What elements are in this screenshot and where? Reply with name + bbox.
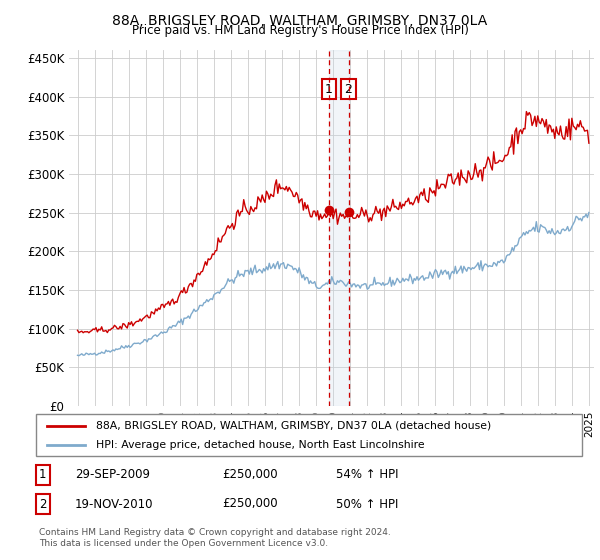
Text: 88A, BRIGSLEY ROAD, WALTHAM, GRIMSBY, DN37 0LA (detached house): 88A, BRIGSLEY ROAD, WALTHAM, GRIMSBY, DN… — [96, 421, 491, 431]
Text: 54% ↑ HPI: 54% ↑ HPI — [336, 468, 398, 482]
Text: 1: 1 — [39, 468, 47, 482]
Text: £250,000: £250,000 — [222, 468, 278, 482]
Text: 2: 2 — [39, 497, 47, 511]
Text: HPI: Average price, detached house, North East Lincolnshire: HPI: Average price, detached house, Nort… — [96, 440, 425, 450]
Text: 29-SEP-2009: 29-SEP-2009 — [75, 468, 150, 482]
Bar — [329, 50, 349, 406]
Text: 19-NOV-2010: 19-NOV-2010 — [75, 497, 154, 511]
FancyBboxPatch shape — [36, 414, 582, 456]
Text: Price paid vs. HM Land Registry's House Price Index (HPI): Price paid vs. HM Land Registry's House … — [131, 24, 469, 37]
Text: 88A, BRIGSLEY ROAD, WALTHAM, GRIMSBY, DN37 0LA: 88A, BRIGSLEY ROAD, WALTHAM, GRIMSBY, DN… — [112, 14, 488, 28]
Text: Contains HM Land Registry data © Crown copyright and database right 2024.
This d: Contains HM Land Registry data © Crown c… — [39, 528, 391, 548]
Text: 2: 2 — [344, 82, 352, 96]
Text: 1: 1 — [325, 82, 333, 96]
Text: 50% ↑ HPI: 50% ↑ HPI — [336, 497, 398, 511]
Text: £250,000: £250,000 — [222, 497, 278, 511]
